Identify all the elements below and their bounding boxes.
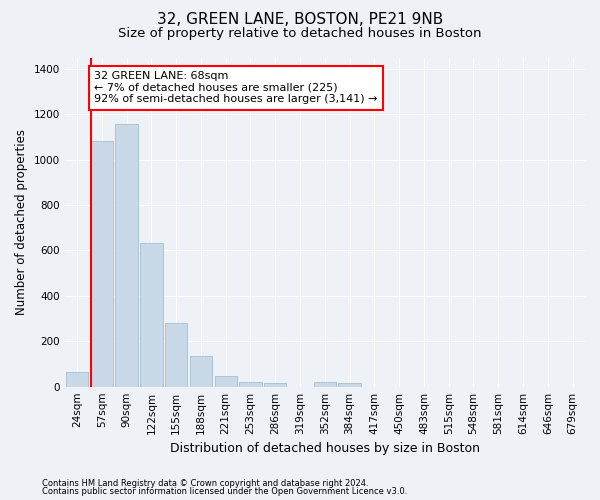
Bar (140, 242, 163, 386)
Bar (264, 384, 286, 386)
Text: Contains HM Land Registry data © Crown copyright and database right 2024.: Contains HM Land Registry data © Crown c… (42, 478, 368, 488)
Bar (115, 124, 138, 386)
Bar (190, 356, 212, 386)
Y-axis label: Number of detached properties: Number of detached properties (15, 129, 28, 315)
Bar (66, 372, 88, 386)
Text: 32, GREEN LANE, BOSTON, PE21 9NB: 32, GREEN LANE, BOSTON, PE21 9NB (157, 12, 443, 28)
Bar (314, 382, 336, 386)
X-axis label: Distribution of detached houses by size in Boston: Distribution of detached houses by size … (170, 442, 480, 455)
Bar (338, 384, 361, 386)
Text: 32 GREEN LANE: 68sqm
← 7% of detached houses are smaller (225)
92% of semi-detac: 32 GREEN LANE: 68sqm ← 7% of detached ho… (94, 71, 378, 104)
Bar (215, 376, 237, 386)
Bar (91, 142, 113, 386)
Text: Size of property relative to detached houses in Boston: Size of property relative to detached ho… (118, 28, 482, 40)
Bar (239, 382, 262, 386)
Bar (165, 323, 187, 386)
Text: Contains public sector information licensed under the Open Government Licence v3: Contains public sector information licen… (42, 487, 407, 496)
